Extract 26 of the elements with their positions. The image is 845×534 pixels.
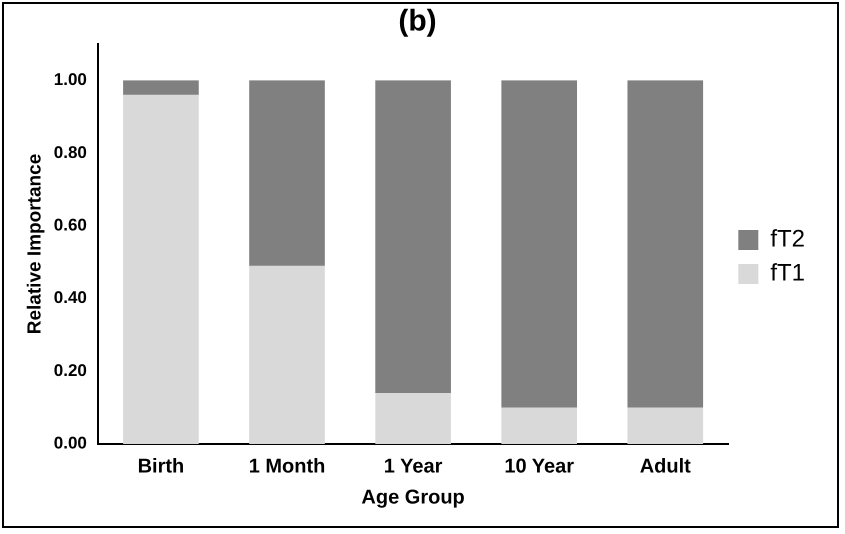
bar [375, 393, 451, 444]
y-axis-title: Relative Importance [24, 154, 46, 334]
bar [627, 408, 704, 444]
y-tick-label: 0.80 [54, 142, 87, 162]
bar [249, 266, 325, 444]
bar [375, 80, 451, 394]
y-tick-label: 1.00 [54, 70, 87, 90]
legend-label: fT1 [770, 260, 806, 287]
bar [501, 408, 578, 444]
y-tick-label: 0.00 [54, 434, 87, 453]
bar [249, 80, 325, 266]
bar [123, 94, 199, 444]
y-tick-label: 0.60 [54, 216, 87, 235]
bar [123, 80, 199, 95]
chart-title: (b) [398, 4, 437, 38]
x-tick-label: 1 Month [248, 456, 326, 478]
x-tick-label: Birth [138, 456, 184, 478]
x-tick-label: 10 Year [504, 456, 574, 478]
bar [501, 80, 578, 408]
x-axis-title: Age Group [361, 486, 465, 509]
x-tick-label: Adult [640, 456, 692, 478]
bar [627, 80, 704, 408]
y-tick-label: 0.20 [54, 360, 87, 380]
legend-label: fT2 [770, 226, 806, 253]
x-tick-label: 1 Year [384, 456, 443, 478]
y-tick-label: 0.40 [54, 288, 87, 308]
